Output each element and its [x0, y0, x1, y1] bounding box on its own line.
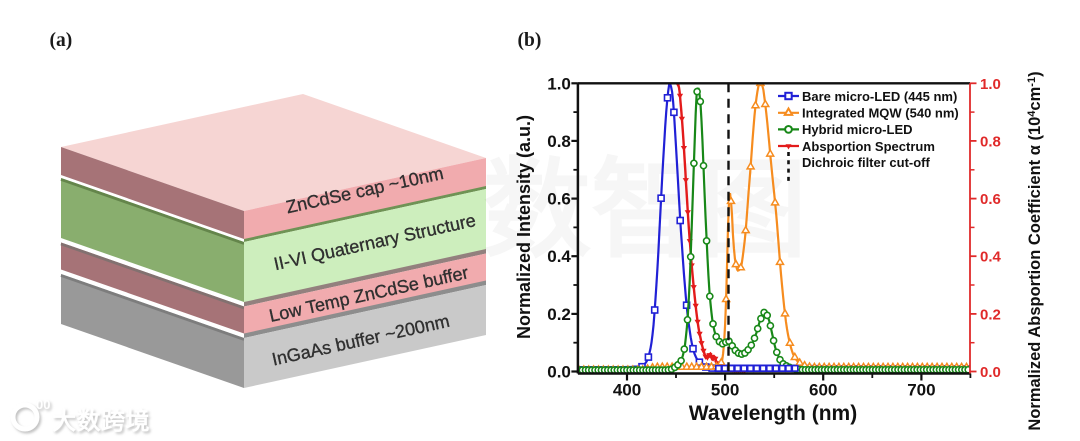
svg-text:600: 600: [809, 381, 837, 400]
svg-text:Hybrid micro-LED: Hybrid micro-LED: [802, 122, 913, 137]
svg-text:00: 00: [38, 399, 52, 414]
svg-text:大数跨境: 大数跨境: [52, 407, 150, 435]
svg-text:0.4: 0.4: [547, 247, 571, 266]
svg-text:0.2: 0.2: [980, 306, 1001, 323]
svg-text:0.8: 0.8: [980, 133, 1001, 150]
svg-text:Wavelength (nm): Wavelength (nm): [689, 402, 857, 425]
svg-text:0.0: 0.0: [980, 364, 1001, 381]
svg-text:400: 400: [613, 381, 641, 400]
svg-text:Absportion Spectrum: Absportion Spectrum: [802, 139, 935, 154]
svg-text:1.0: 1.0: [547, 74, 571, 93]
svg-text:Normalized Absportion Coeffici: Normalized Absportion Coefficient α (104…: [1026, 71, 1044, 430]
svg-text:(b): (b): [518, 30, 542, 51]
svg-text:0.4: 0.4: [980, 249, 1002, 266]
svg-text:Dichroic filter cut-off: Dichroic filter cut-off: [802, 155, 931, 170]
svg-text:Normalized Intensity (a.u.): Normalized Intensity (a.u.): [514, 115, 534, 339]
svg-text:大数跨境: 大数跨境: [54, 409, 152, 437]
svg-text:0.6: 0.6: [980, 191, 1001, 208]
svg-text:0.8: 0.8: [547, 132, 571, 151]
svg-text:0.0: 0.0: [547, 363, 571, 382]
svg-text:700: 700: [907, 381, 935, 400]
svg-text:Integrated MQW (540 nm): Integrated MQW (540 nm): [802, 106, 959, 121]
svg-text:0.2: 0.2: [547, 305, 571, 324]
svg-text:500: 500: [711, 381, 739, 400]
svg-text:1.0: 1.0: [980, 76, 1001, 93]
svg-text:(a): (a): [50, 30, 73, 51]
svg-text:0.6: 0.6: [547, 190, 571, 209]
svg-text:00: 00: [36, 397, 50, 412]
svg-text:Bare micro-LED (445 nm): Bare micro-LED (445 nm): [802, 89, 957, 104]
